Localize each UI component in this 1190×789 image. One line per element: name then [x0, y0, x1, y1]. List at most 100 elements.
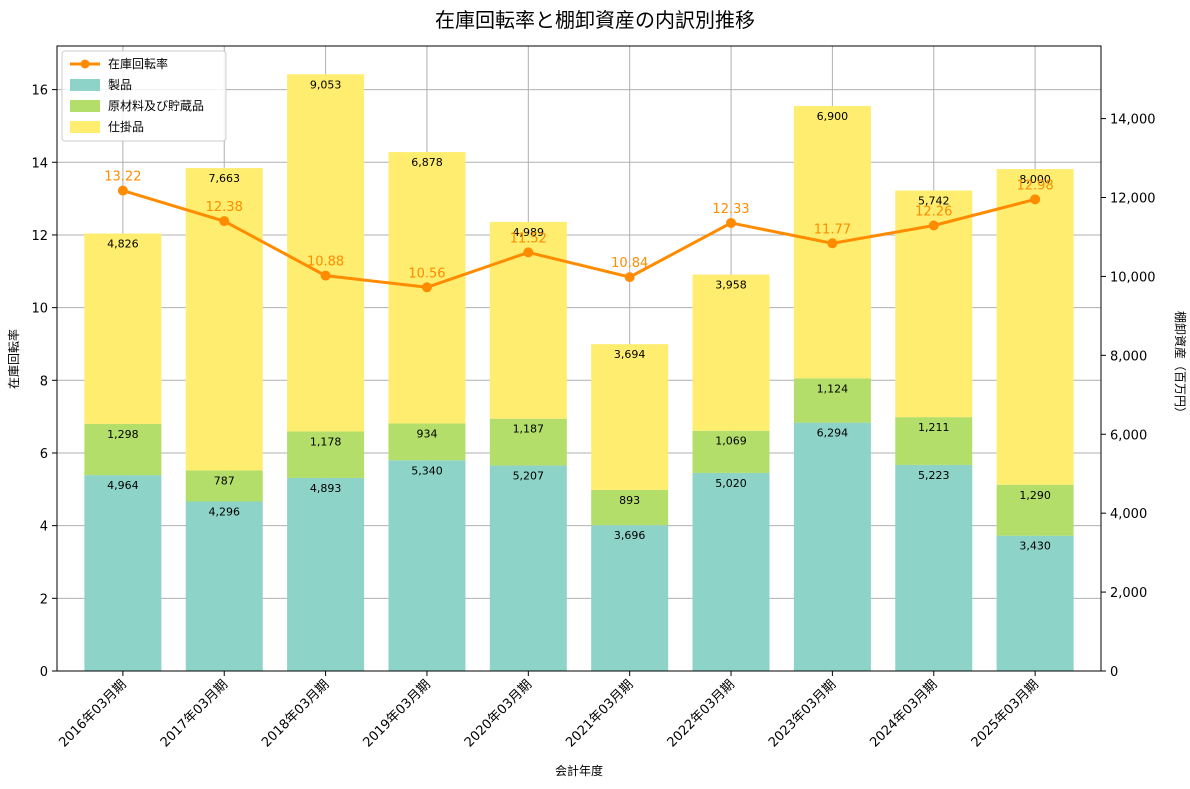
bar-value-label: 1,069 [715, 435, 747, 448]
bar-value-labels: 4,964 1,298 4,826 4,296 787 7,663 4,893 1,178 9,… [107, 78, 1051, 552]
bar-segment [692, 274, 770, 431]
x-tick-label: 2023年03月期 [766, 677, 839, 750]
legend-label: 製品 [108, 78, 132, 92]
turnover-point [421, 282, 432, 293]
bar-value-label: 1,298 [107, 428, 139, 441]
turnover-point [726, 217, 737, 228]
bar-segment [84, 423, 162, 476]
bar-segment [692, 472, 770, 671]
x-tick-label: 2018年03月期 [259, 677, 332, 750]
legend-color-swatch [70, 121, 100, 133]
legend-label: 仕掛品 [108, 119, 144, 134]
bar-value-label: 4,893 [310, 482, 342, 495]
bar-segment [287, 477, 365, 671]
bar-value-label: 3,430 [1019, 540, 1051, 553]
bar-segment [793, 422, 871, 671]
turnover-value-label: 12.38 [206, 200, 243, 215]
x-tick-label: 2021年03月期 [563, 677, 636, 750]
y-axis-title-right: 棚卸資産（百万円） [1173, 311, 1188, 419]
bar-segment [591, 344, 669, 490]
bar-value-label: 8,000 [1019, 173, 1051, 186]
bar-value-label: 6,878 [411, 156, 443, 169]
y-tick-label-right: 10,000 [1110, 270, 1156, 285]
y-tick-label-left: 2 [40, 592, 48, 607]
bar-value-label: 5,020 [715, 477, 747, 490]
turnover-value-label: 11.52 [510, 231, 547, 246]
turnover-point [624, 272, 635, 283]
x-tick-label: 2025年03月期 [969, 677, 1042, 750]
y-tick-label-right: 4,000 [1110, 507, 1147, 522]
bar-value-label: 3,696 [614, 529, 646, 542]
y-tick-label-right: 6,000 [1110, 428, 1147, 443]
bar-segment [996, 169, 1074, 485]
legend-marker-swatch [80, 59, 90, 69]
bar-segment [996, 484, 1074, 536]
bar-segment [84, 233, 162, 424]
bar-segment [185, 470, 263, 502]
turnover-point [219, 216, 230, 227]
turnover-value-label: 12.33 [712, 202, 749, 217]
bar-value-label: 1,211 [918, 421, 950, 434]
turnover-point [1030, 194, 1041, 205]
bar-segment [388, 423, 466, 461]
bar-value-label: 4,296 [208, 505, 240, 518]
y-tick-label-right: 2,000 [1110, 586, 1147, 601]
x-axis-title: 会計年度 [555, 763, 603, 778]
turnover-value-label: 10.88 [307, 255, 344, 270]
bar-value-label: 5,340 [411, 464, 443, 477]
y-tick-label-left: 10 [31, 302, 48, 317]
y-tick-label-right: 14,000 [1110, 113, 1156, 128]
bar-segment [84, 475, 162, 671]
bar-segment [489, 418, 567, 466]
x-tick-label: 2017年03月期 [158, 677, 231, 750]
x-tick-label: 2016年03月期 [56, 677, 129, 750]
bar-value-label: 1,187 [513, 423, 545, 436]
turnover-value-label: 12.26 [915, 205, 952, 220]
turnover-point [320, 270, 331, 281]
bar-value-label: 4,826 [107, 238, 139, 251]
x-tick-label: 2020年03月期 [462, 677, 535, 750]
bar-value-label: 9,053 [310, 78, 342, 91]
turnover-value-label: 10.56 [408, 266, 445, 281]
y-tick-label-right: 12,000 [1110, 192, 1156, 207]
bar-segment [692, 430, 770, 473]
bar-value-label: 787 [214, 474, 235, 487]
turnover-value-label: 13.22 [104, 170, 141, 185]
bar-value-label: 5,207 [513, 470, 545, 483]
turnover-line-path [122, 189, 1036, 289]
bar-value-label: 1,124 [817, 382, 849, 395]
bar-value-label: 6,900 [817, 110, 849, 123]
bar-value-label: 4,989 [513, 226, 545, 239]
bar-segment [287, 74, 365, 432]
bar-value-label: 3,958 [715, 279, 747, 292]
bar-value-label: 3,694 [614, 348, 646, 361]
y-tick-label-right: 0 [1110, 665, 1118, 680]
y-tick-label-left: 0 [40, 665, 48, 680]
legend-box [61, 50, 227, 142]
bar-value-label: 6,294 [817, 427, 849, 440]
bar-value-label: 4,964 [107, 479, 139, 492]
legend-label: 在庫回転率 [108, 56, 168, 71]
turnover-point [827, 238, 838, 249]
chart-title: 在庫回転率と棚卸資産の内訳別推移 [435, 8, 755, 32]
y-tick-label-left: 6 [40, 447, 48, 462]
bar-segment [388, 460, 466, 671]
bar-segment [793, 378, 871, 423]
legend-color-swatch [70, 100, 100, 112]
turnover-point [928, 220, 939, 231]
bar-value-label: 1,290 [1019, 489, 1051, 502]
turnover-value-label: 11.77 [814, 222, 851, 237]
legend-label: 原材料及び貯蔵品 [108, 99, 204, 113]
bar-value-label: 7,663 [208, 172, 240, 185]
turnover-line: 13.22 12.38 10.88 10.56 11.52 10.84 12.33 11.77… [104, 170, 1054, 293]
x-tick-label: 2019年03月期 [361, 677, 434, 750]
stacked-bars [84, 74, 1074, 671]
bar-segment [489, 465, 567, 671]
bar-segment [591, 489, 669, 526]
y-tick-label-left: 14 [31, 156, 48, 171]
bar-segment [185, 501, 263, 671]
bar-value-label: 5,223 [918, 469, 950, 482]
turnover-value-label: 10.84 [611, 256, 648, 271]
